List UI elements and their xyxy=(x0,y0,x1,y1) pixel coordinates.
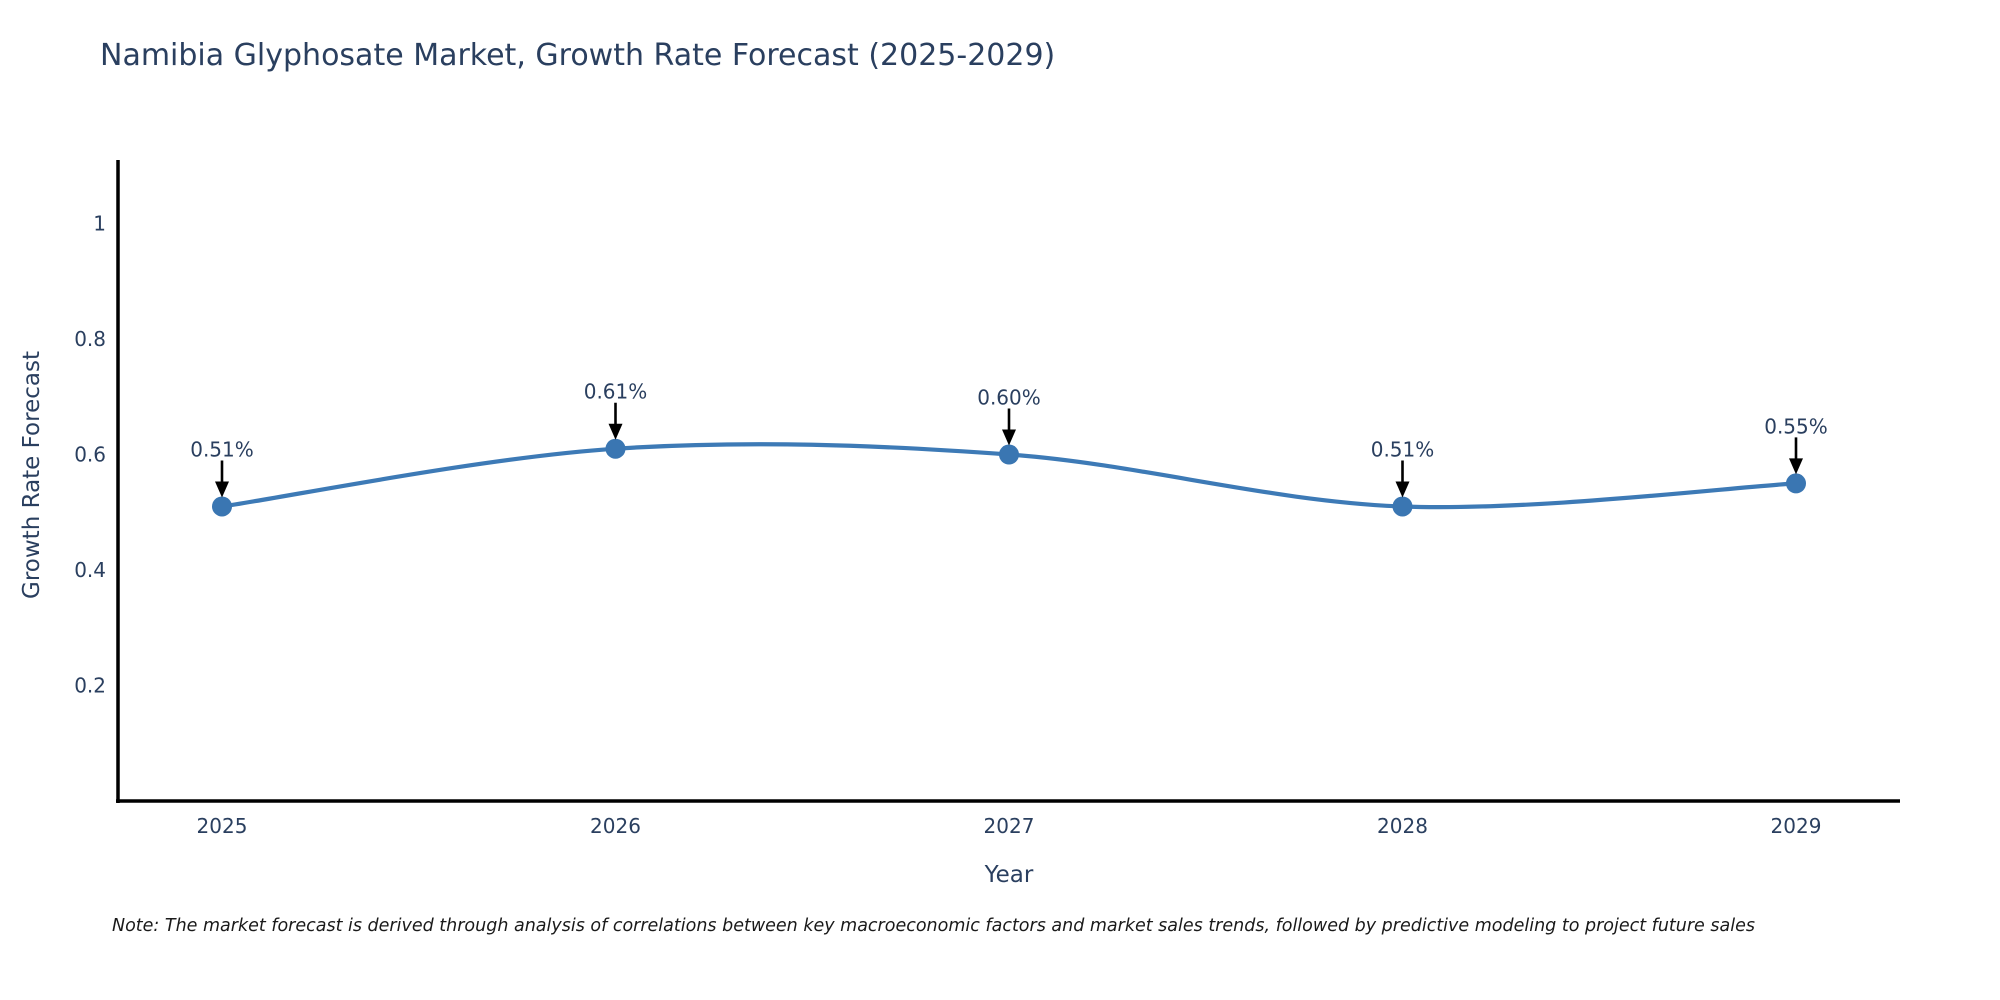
data-point-marker xyxy=(605,438,626,459)
annotation-arrowhead xyxy=(1789,458,1803,475)
data-point-marker xyxy=(212,496,232,517)
annotation-arrowhead xyxy=(608,423,623,440)
x-tick-label: 2026 xyxy=(590,814,641,838)
annotation-label: 0.51% xyxy=(190,437,254,461)
y-axis-title: Growth Rate Forecast xyxy=(19,351,45,599)
y-tick-label: 0.2 xyxy=(74,674,106,698)
data-point-marker xyxy=(1786,473,1806,494)
x-tick-label: 2027 xyxy=(984,814,1035,838)
data-point-marker xyxy=(999,444,1019,465)
annotation-arrowhead xyxy=(1395,481,1410,498)
y-tick-label: 0.6 xyxy=(74,443,106,467)
y-tick-label: 0.8 xyxy=(74,327,106,351)
annotation-arrowhead xyxy=(1002,429,1016,446)
y-tick-label: 1 xyxy=(93,212,106,236)
annotation-label: 0.51% xyxy=(1371,437,1435,461)
annotation-label: 0.60% xyxy=(977,386,1041,410)
annotation-label: 0.61% xyxy=(584,380,648,404)
data-point-marker xyxy=(1392,496,1413,517)
x-axis-title: Year xyxy=(984,862,1034,888)
annotation-arrowhead xyxy=(215,481,229,498)
annotation-label: 0.55% xyxy=(1764,414,1828,438)
x-tick-label: 2028 xyxy=(1377,814,1428,838)
x-tick-label: 2025 xyxy=(197,814,248,838)
footnote: Note: The market forecast is derived thr… xyxy=(112,916,1755,936)
x-tick-label: 2029 xyxy=(1771,814,1822,838)
chart-title: Namibia Glyphosate Market, Growth Rate F… xyxy=(100,38,1056,73)
y-tick-label: 0.4 xyxy=(74,558,106,582)
